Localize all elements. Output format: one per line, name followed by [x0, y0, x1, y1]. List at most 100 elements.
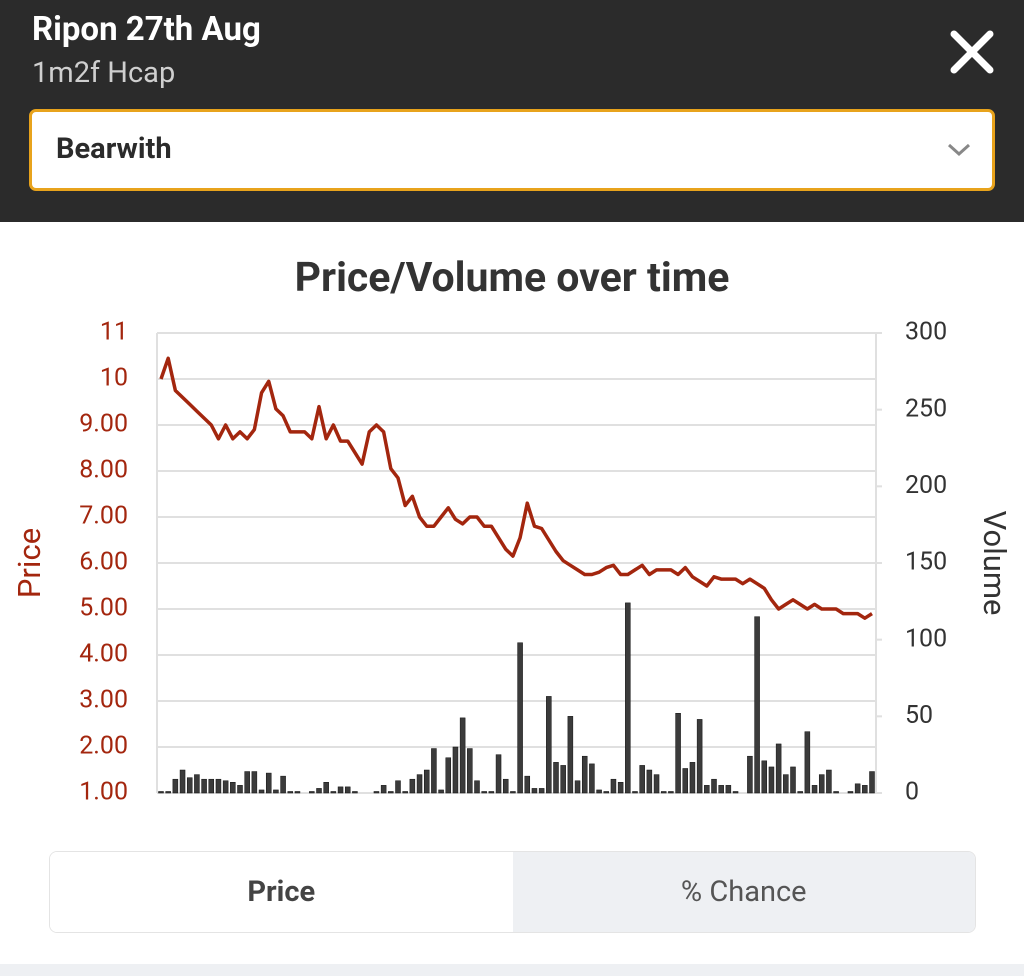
- volume-bar: [388, 791, 394, 794]
- y-tick-label: 1.00: [79, 778, 128, 807]
- volume-bar: [538, 788, 545, 794]
- volume-bar: [596, 789, 602, 794]
- volume-bar: [704, 785, 710, 794]
- chevron: [947, 143, 971, 157]
- volume-bar: [409, 778, 416, 794]
- volume-bar: [273, 789, 279, 794]
- tab[interactable]: % Chance: [512, 852, 975, 932]
- tab[interactable]: Price: [50, 852, 513, 932]
- volume-bar: [237, 785, 243, 794]
- volume-bar: [474, 780, 480, 794]
- volume-bar: [194, 774, 200, 794]
- runner-dropdown[interactable]: Bearwith: [29, 109, 995, 191]
- volume-bar: [165, 791, 171, 794]
- volume-bar: [524, 775, 531, 794]
- volume-bar: [747, 755, 753, 794]
- volume-bar: [294, 791, 301, 794]
- volume-bar: [732, 791, 739, 794]
- volume-bar: [833, 791, 839, 794]
- race-subtitle: 1m2f Hcap: [32, 56, 176, 90]
- volume-bar: [416, 774, 423, 794]
- volume-bar: [431, 748, 437, 794]
- volume-bar: [488, 791, 495, 794]
- volume-bar: [589, 763, 595, 794]
- volume-bar: [617, 782, 624, 794]
- volume-bar: [423, 769, 430, 794]
- volume-bar: [804, 731, 811, 794]
- volume-bar: [438, 789, 444, 794]
- volume-bar: [179, 769, 186, 794]
- header: Ripon 27th Aug 1m2f Hcap Bearwith: [0, 0, 1024, 222]
- volume-bar: [158, 791, 164, 794]
- dropdown-value: Bearwith: [56, 132, 172, 166]
- volume-bar: [646, 769, 653, 794]
- y2-tick-label: 150: [905, 548, 947, 577]
- volume-bar: [251, 771, 258, 794]
- y-tick-label: 7.00: [79, 502, 128, 531]
- y-tick-label: 8.00: [79, 456, 128, 485]
- volume-bar: [574, 780, 581, 794]
- volume-bar: [380, 785, 387, 794]
- volume-bar: [459, 717, 466, 794]
- y-tick-label: 3.00: [79, 686, 128, 715]
- y2-tick-label: 50: [905, 701, 933, 730]
- volume-bar: [445, 757, 452, 794]
- volume-bar: [402, 791, 408, 794]
- volume-bar: [696, 719, 703, 794]
- y-tick-label: 2.00: [79, 732, 128, 761]
- volume-bar: [172, 778, 179, 794]
- volume-bar: [352, 791, 358, 794]
- y-tick-label: 11: [100, 318, 128, 347]
- y2-axis-label: Volume: [976, 511, 1013, 616]
- volume-bar: [653, 774, 660, 794]
- volume-bar: [330, 791, 337, 794]
- volume-bar: [761, 760, 768, 794]
- volume-bar: [847, 791, 854, 794]
- chart: Price/Volume over time Price Volume 1.00…: [11, 254, 1013, 807]
- volume-bar: [309, 791, 315, 794]
- y-tick-label: 4.00: [79, 640, 128, 669]
- volume-bar: [316, 788, 322, 794]
- volume-bar: [826, 769, 832, 794]
- y2-tick-label: 300: [905, 318, 947, 347]
- volume-bar: [258, 789, 265, 794]
- volume-bar: [215, 778, 222, 794]
- volume-bar: [610, 778, 617, 794]
- volume-bar: [337, 786, 344, 794]
- volume-bar: [639, 765, 645, 794]
- y-axis-label: Price: [11, 528, 48, 598]
- volume-bar: [208, 778, 215, 794]
- volume-bar: [675, 713, 681, 794]
- volume-bar: [546, 696, 552, 794]
- chart-title: Price/Volume over time: [295, 254, 730, 302]
- volume-bar: [854, 783, 861, 794]
- footer-strip: [0, 964, 1024, 976]
- y2-tick-label: 100: [905, 624, 947, 653]
- volume-bar: [467, 748, 473, 794]
- volume-bar: [625, 602, 631, 794]
- volume-bar: [280, 775, 286, 794]
- volume-bar: [560, 765, 566, 794]
- volume-bar: [682, 768, 689, 794]
- volume-bar: [481, 791, 487, 794]
- volume-bar: [344, 786, 351, 794]
- tab-bar: Price% Chance: [49, 851, 976, 933]
- volume-bar: [711, 778, 717, 794]
- volume-bar: [668, 791, 674, 794]
- volume-bar: [811, 785, 818, 794]
- close-button[interactable]: [948, 28, 996, 76]
- volume-bar: [567, 716, 574, 794]
- volume-bar: [323, 782, 329, 794]
- race-title: Ripon 27th Aug: [32, 10, 261, 49]
- volume-bar: [790, 766, 796, 794]
- volume-bar: [495, 754, 502, 794]
- y2-tick-label: 200: [905, 471, 947, 500]
- volume-bar: [818, 774, 825, 794]
- price-line: [159, 356, 873, 620]
- volume-bar: [754, 616, 760, 794]
- volume-bar: [287, 791, 294, 794]
- volume-bar: [632, 791, 638, 794]
- volume-bar: [201, 778, 207, 794]
- volume-bar: [502, 778, 509, 794]
